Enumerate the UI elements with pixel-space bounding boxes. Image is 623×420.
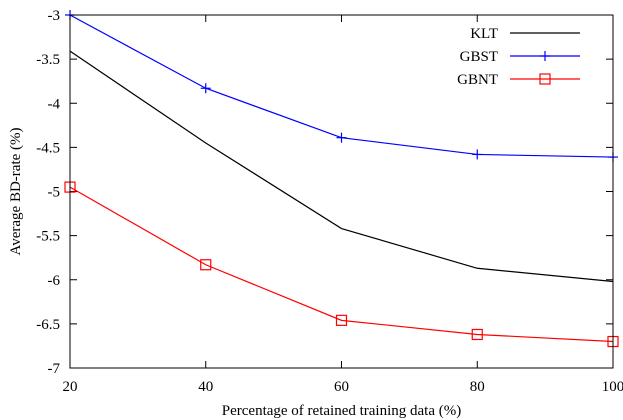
y-tick-label: -3.5 [36,52,60,68]
data-point-gbnt [335,314,348,326]
legend-marker-gbnt [539,73,551,85]
data-point-gbnt [200,259,212,271]
series-layer [64,10,619,348]
series-line-klt [69,50,614,283]
x-tick-label: 60 [334,379,349,395]
x-tick-label: 100 [602,379,623,395]
y-axis-label: Average BD-rate (%) [8,128,24,256]
y-tick-label: -5 [48,185,61,201]
y-tick-label: -6 [48,273,61,289]
legend-label-klt: KLT [470,26,498,42]
y-axis-ticks: -3 -3.5 -4 -4.5 -5 -5.5 -6 -6.5 -7 [36,8,613,377]
legend-label-gbst: GBST [460,49,498,65]
y-tick-label: -6.5 [36,317,60,333]
series-klt [69,50,614,283]
data-point-gbnt [471,328,483,341]
x-axis-label: Percentage of retained training data (%) [222,403,461,419]
legend-marker-gbst [540,51,550,61]
series-line-gbnt [69,186,614,343]
x-axis-ticks: 20 40 60 80 100 [63,15,623,395]
data-point-gbst [472,149,483,160]
x-tick-label: 80 [470,379,485,395]
y-tick-label: -7 [48,361,61,377]
legend-item-gbnt: GBNT [457,72,580,88]
y-tick-label: -4 [48,96,61,112]
data-point-gbst [336,132,347,143]
y-tick-label: -4.5 [36,140,60,156]
x-tick-label: 40 [198,379,213,395]
y-tick-label: -5.5 [36,229,60,245]
y-tick-label: -3 [48,8,61,24]
legend-item-gbst: GBST [460,49,580,65]
data-point-gbst [200,83,211,94]
plot-frame [69,14,614,369]
series-gbnt [64,181,619,348]
x-tick-label: 20 [63,379,78,395]
legend-item-klt: KLT [470,26,580,42]
legend: KLT GBST GBNT [457,26,580,88]
legend-label-gbnt: GBNT [457,72,498,88]
